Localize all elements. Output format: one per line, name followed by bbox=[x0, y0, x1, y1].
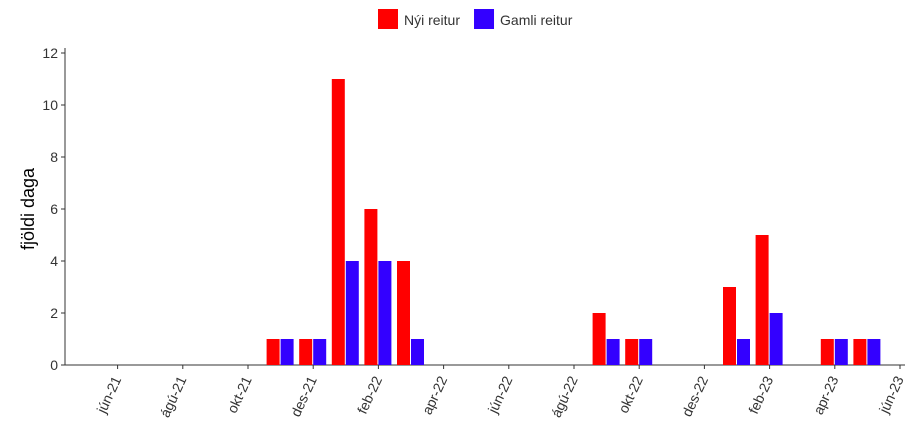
x-tick-label: jún-22 bbox=[484, 373, 515, 416]
legend-swatch bbox=[474, 9, 495, 29]
x-tick-label: ágú-21 bbox=[157, 373, 190, 419]
bar bbox=[755, 235, 769, 365]
y-tick-label: 2 bbox=[50, 305, 58, 321]
y-axis-label: fjöldi daga bbox=[18, 167, 38, 250]
bar bbox=[266, 339, 280, 365]
bar bbox=[313, 339, 327, 365]
y-tick-label: 4 bbox=[50, 253, 58, 269]
bar bbox=[378, 261, 392, 365]
bar bbox=[280, 339, 294, 365]
bar bbox=[834, 339, 848, 365]
bar bbox=[737, 339, 750, 365]
bar bbox=[299, 339, 313, 365]
y-tick-label: 8 bbox=[50, 149, 58, 165]
y-tick-label: 6 bbox=[50, 201, 58, 217]
legend-swatch bbox=[378, 9, 398, 29]
x-tick-label: feb-23 bbox=[745, 373, 776, 416]
x-tick-label: okt-22 bbox=[615, 373, 646, 415]
x-tick-label: jún-21 bbox=[93, 373, 124, 416]
y-tick-label: 10 bbox=[42, 97, 58, 113]
y-tick-label: 0 bbox=[50, 357, 58, 373]
bar bbox=[853, 339, 867, 365]
bar bbox=[592, 313, 606, 365]
bar bbox=[364, 209, 378, 365]
bar bbox=[639, 339, 653, 365]
legend-label: Gamli reitur bbox=[500, 12, 573, 28]
bar bbox=[345, 261, 359, 365]
bar bbox=[397, 261, 410, 365]
x-tick-label: des-21 bbox=[287, 373, 320, 419]
bar bbox=[769, 313, 783, 365]
x-tick-label: apr-23 bbox=[810, 373, 842, 417]
y-tick-label: 12 bbox=[42, 45, 58, 61]
bar bbox=[606, 339, 620, 365]
bar bbox=[820, 339, 834, 365]
legend-label: Nýi reitur bbox=[404, 12, 460, 28]
bar bbox=[331, 79, 345, 365]
x-tick-label: feb-22 bbox=[354, 373, 385, 416]
bar bbox=[867, 339, 881, 365]
bar bbox=[411, 339, 424, 365]
bar bbox=[625, 339, 639, 365]
x-tick-label: okt-21 bbox=[224, 373, 255, 415]
x-tick-label: jún-23 bbox=[875, 373, 906, 416]
x-tick-label: des-22 bbox=[679, 373, 712, 419]
x-tick-label: ágú-22 bbox=[548, 373, 581, 419]
x-tick-label: apr-22 bbox=[419, 373, 451, 417]
bar bbox=[723, 287, 736, 365]
